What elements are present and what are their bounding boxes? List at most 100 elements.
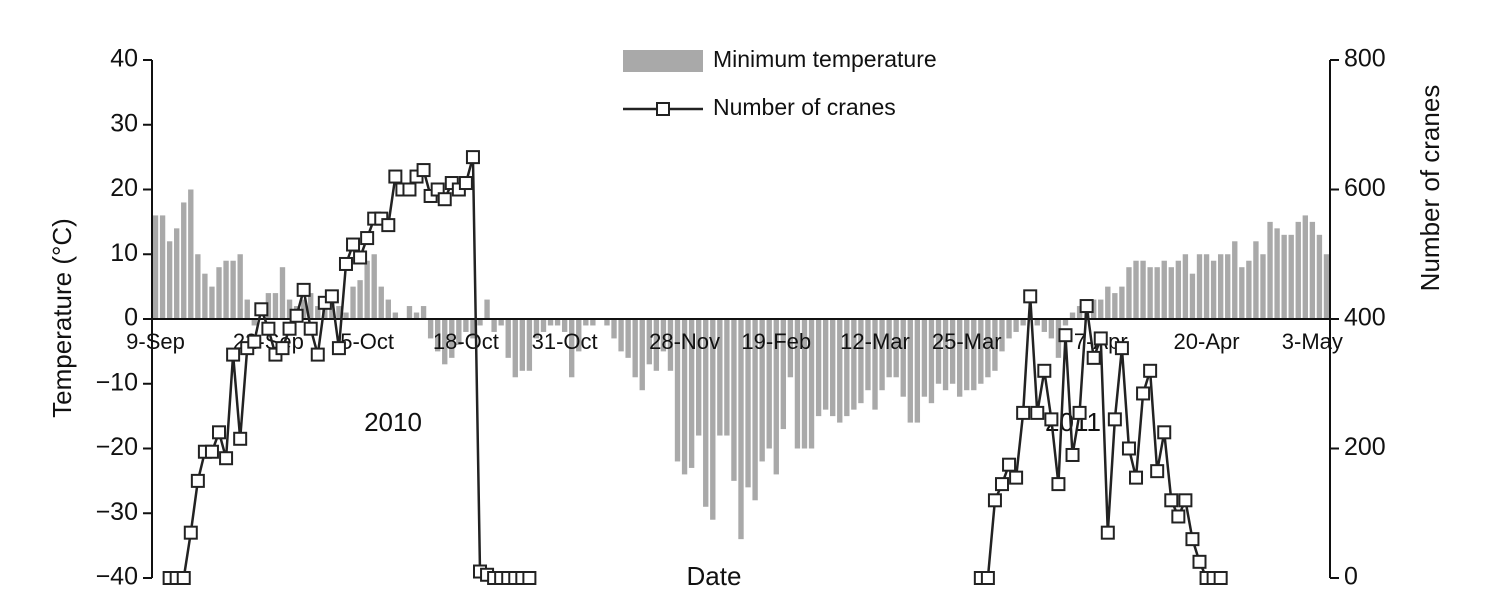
marker [416,163,431,178]
bar [505,319,511,358]
marker [1178,493,1193,508]
marker [183,525,198,540]
marker [226,347,241,362]
y2-tick-label: 600 [1344,174,1386,202]
bar [1112,293,1118,319]
bar [893,319,899,378]
marker [1164,493,1179,508]
marker [1016,405,1031,420]
bar [914,319,921,423]
legend-swatch [656,102,670,116]
marker [303,321,318,336]
bar [561,319,568,332]
y-tick-label: −20 [96,433,138,461]
bar [1154,267,1160,319]
bar [343,312,349,319]
x-tick-label: 25-Mar [932,329,1002,354]
x-tick-label: 9-Sep [126,329,185,354]
bar [498,319,504,326]
bar [364,260,370,319]
annotation: 2010 [364,407,422,437]
bar [1091,299,1097,319]
marker [1051,477,1066,492]
bar [519,319,526,371]
marker [1002,457,1017,472]
bar [1062,319,1069,326]
bar [1196,254,1203,319]
x-tick-label: 12-Mar [840,329,910,354]
marker [254,302,269,317]
marker [1171,509,1186,524]
x-tick-label: 20-Apr [1174,329,1240,354]
bar [752,319,758,501]
bar [329,299,335,319]
bar [209,286,215,319]
bar [463,319,469,332]
bar [272,293,279,319]
marker [1009,470,1024,485]
bar [1182,254,1189,319]
bar [1203,254,1210,319]
legend-label: Number of cranes [713,94,896,120]
bar [181,202,187,319]
bar [674,319,681,462]
y2-tick-label: 200 [1344,433,1386,461]
marker [275,341,290,356]
marker [994,477,1009,492]
bar [780,319,787,430]
bar [449,319,455,358]
marker [331,341,346,356]
bar [477,319,483,326]
bar [921,319,928,397]
bar [1253,241,1259,319]
bar [830,319,836,417]
bar [710,319,716,520]
bar [279,267,286,319]
bar [583,319,589,326]
bar [942,319,949,391]
marker [353,250,368,265]
bar [265,293,272,319]
marker [346,237,361,252]
bar [1006,319,1012,339]
bar [554,319,561,326]
legend-swatch [623,50,703,72]
bar [576,319,582,352]
bar [223,260,229,319]
marker [1107,412,1122,427]
y-tick-label: 0 [124,304,138,332]
bar [371,254,377,319]
bar [618,319,624,352]
bar [632,319,638,378]
y-tick-label: 10 [110,239,138,267]
bar [1323,254,1330,319]
bar [844,319,850,417]
y2-tick-label: 400 [1344,304,1386,332]
bar [1098,299,1104,319]
bar [1175,260,1182,319]
bar [1119,286,1125,319]
marker [1143,363,1158,378]
bar [667,319,674,371]
bar [1105,286,1111,319]
marker [233,431,248,446]
bar [886,319,892,378]
marker [1023,289,1038,304]
bar [442,319,448,365]
bar [1225,254,1231,319]
y2-axis-label: Number of cranes [1415,85,1445,292]
bar [315,306,321,319]
marker [176,571,191,585]
bar [1260,254,1266,319]
x-tick-label: 19-Feb [741,329,811,354]
bar [512,319,518,378]
bar [1013,319,1019,332]
marker [1114,341,1129,356]
bar [759,319,765,462]
bar [949,319,956,384]
bar [152,215,159,319]
bar [420,306,427,319]
marker [296,282,311,297]
bar [230,260,236,319]
